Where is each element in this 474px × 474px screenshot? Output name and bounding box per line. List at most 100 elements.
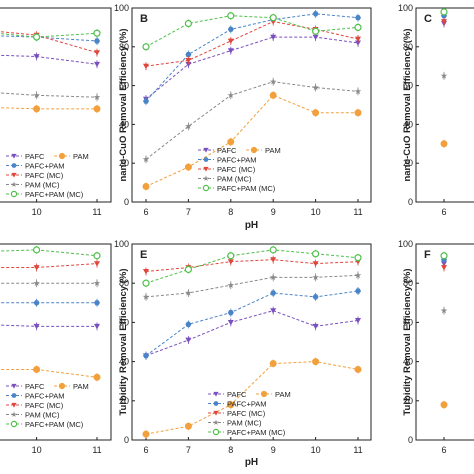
data-point: [94, 323, 100, 330]
data-point: [94, 50, 100, 56]
y-tick-label: 0: [408, 197, 413, 207]
legend-marker: [11, 153, 17, 159]
legend-marker: [11, 402, 17, 408]
series-line-pam-mc-: [145, 274, 359, 298]
series-line-pafc-pam: [145, 13, 359, 102]
y-tick-label: 40: [403, 357, 413, 367]
y-axis-label: Turbidity Removal Efficiency (%): [118, 268, 129, 415]
data-point: [312, 358, 320, 366]
legend-marker: [11, 411, 17, 417]
data-point: [354, 88, 362, 95]
data-point: [32, 246, 41, 254]
data-point: [227, 259, 234, 265]
data-point: [185, 61, 192, 68]
data-point: [269, 246, 277, 254]
data-point: [143, 98, 149, 104]
legend-label: PAM (MC): [25, 411, 60, 420]
data-point: [184, 19, 192, 28]
x-axis-label: pH: [245, 457, 258, 468]
legend-label: PAFC (MC): [25, 171, 64, 180]
plot-frame: [0, 7, 112, 203]
x-tick-label: 6: [143, 445, 148, 455]
data-point: [94, 261, 100, 267]
panel-f: 0 20 40 60 80 100 6 F Turbidity Removal Efficien…: [398, 239, 474, 455]
data-point: [355, 318, 361, 324]
data-point: [93, 93, 101, 100]
data-point: [440, 8, 448, 16]
legend-marker: [11, 181, 17, 187]
data-point: [184, 265, 192, 274]
y-tick-label: 80: [403, 278, 413, 288]
data-point: [270, 257, 277, 263]
data-point: [355, 36, 361, 43]
series-line-pam-mc-: [0, 92, 98, 98]
legend-marker: [250, 146, 258, 154]
panel-e: 0 20 40 60 80 100 6 7 8 9 10 11 E Turbidity Removal E…: [114, 239, 372, 468]
x-tick-label: 8: [228, 445, 233, 455]
x-tick-label: 9: [271, 445, 276, 455]
data-point: [142, 43, 150, 51]
data-point: [33, 105, 41, 113]
data-point: [227, 401, 235, 409]
data-point: [33, 54, 40, 60]
data-point: [440, 401, 448, 409]
data-point: [33, 365, 41, 373]
x-tick-label: 10: [32, 445, 42, 455]
x-tick-label: 11: [92, 445, 101, 455]
x-tick-label: 6: [441, 207, 446, 217]
data-point: [312, 323, 319, 330]
data-point: [440, 72, 448, 79]
data-point: [270, 34, 277, 41]
series-line-pafc-mc-: [0, 263, 98, 269]
y-tick-label: 40: [403, 119, 413, 129]
series-group: [440, 8, 448, 148]
y-tick-label: 0: [124, 197, 129, 207]
y-axis-label: Turbidity Removal Efficiency (%): [402, 268, 413, 415]
data-point: [354, 23, 362, 31]
legend-marker: [203, 175, 209, 181]
legend-marker: [212, 428, 220, 436]
x-tick-label: 6: [441, 445, 446, 455]
data-point: [227, 38, 234, 44]
data-point: [269, 78, 277, 85]
y-axis-label: nano-CuO Removal Efficiency (%): [118, 28, 129, 181]
data-point: [354, 254, 362, 262]
y-tick-label: 20: [119, 158, 129, 168]
x-axis-label: pH: [245, 220, 258, 231]
legend-label: PAFC: [25, 152, 45, 161]
legend-label: PAFC+PAM (MC): [217, 184, 276, 193]
panel-label: F: [424, 249, 431, 261]
data-point: [93, 373, 101, 381]
legend-label: PAFC (MC): [217, 165, 256, 174]
data-point: [355, 40, 361, 46]
y-tick-label: 80: [119, 42, 129, 52]
legend-label: PAM (MC): [217, 175, 252, 184]
y-tick-label: 40: [119, 357, 129, 367]
legend-marker: [10, 190, 18, 198]
legend-label: PAFC+PAM: [25, 162, 65, 171]
y-tick-label: 0: [408, 435, 413, 445]
legend-marker: [213, 419, 219, 425]
series-line-pafc: [0, 324, 97, 327]
data-point: [185, 122, 192, 130]
series-line-pam: [145, 94, 358, 187]
data-point: [33, 279, 40, 286]
y-tick-label: 60: [403, 81, 413, 91]
series-group: [142, 245, 362, 439]
legend-label: PAFC+PAM (MC): [25, 420, 84, 429]
data-point: [227, 281, 235, 288]
legend-marker: [213, 391, 219, 397]
y-tick-label: 20: [119, 396, 129, 406]
data-point: [33, 323, 40, 330]
legend-label: PAFC+PAM (MC): [25, 190, 84, 199]
legend-label: PAFC: [227, 390, 247, 399]
legend-marker: [260, 390, 268, 398]
series-line-pam: [145, 361, 359, 435]
data-point: [440, 307, 448, 314]
